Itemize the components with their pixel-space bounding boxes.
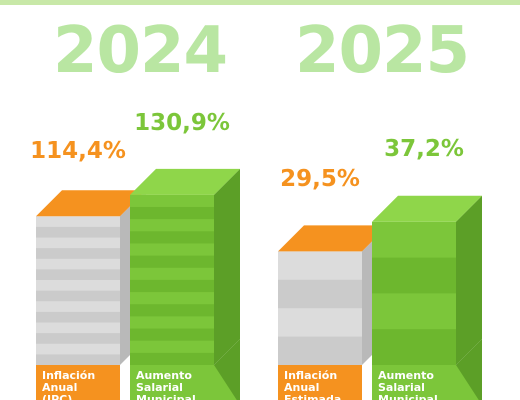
chart1-bar0-category-label: Anual — [284, 381, 319, 394]
chart0-bar0-stripe — [36, 333, 120, 344]
chart1-bar1-value-label: 37,2% — [384, 136, 464, 162]
chart0-bar0-top — [36, 190, 146, 217]
chart1-bar0-category-label: Estimada — [284, 393, 341, 400]
chart0-bar1-category-label: Aumento — [136, 369, 192, 382]
chart1-bar1-top — [372, 195, 482, 222]
chart0-bar0-stripe — [36, 290, 120, 302]
chart1-bar1-category-base-side — [456, 339, 482, 400]
chart0-bar0-category-label: (IPC) — [42, 393, 72, 400]
chart1-bar1-category-label: Salarial — [378, 381, 425, 394]
chart0-bar0-stripe — [36, 269, 120, 281]
chart1-bar0-value-label: 29,5% — [280, 166, 360, 192]
chart1-bar0-stripe — [278, 336, 362, 365]
chart0-bar0-stripe — [36, 354, 120, 365]
year-2024-title: 2024 — [53, 14, 227, 88]
chart0-bar1-stripe — [130, 206, 214, 220]
chart1-bar1-category-label: Municipal — [378, 393, 438, 400]
chart0-bar0-category-label: Anual — [42, 381, 77, 394]
chart0-bar0-stripe — [36, 248, 120, 259]
chart0-bar1-stripe — [130, 352, 214, 365]
year-2025-title: 2025 — [295, 14, 469, 88]
chart0-bar1-category-label: Municipal — [136, 393, 196, 400]
top-divider — [0, 0, 520, 5]
chart0-bar1-top — [130, 168, 240, 195]
chart1-bar1-category-label: Aumento — [378, 369, 434, 382]
chart1-bar1-stripe — [372, 329, 456, 365]
chart0-bar0-value-label: 114,4% — [30, 138, 126, 164]
chart0-bar1-stripe — [130, 231, 214, 244]
chart0-bar1-stripe — [130, 328, 214, 341]
chart0-bar1-stripe — [130, 279, 214, 293]
chart0-bar1-category-base-side — [214, 339, 240, 400]
chart0-bar1-category-label: Salarial — [136, 381, 183, 394]
chart1-bar0-stripe — [278, 279, 362, 309]
chart1-bar0-category-base — [278, 365, 362, 400]
chart1-bar0-category-label: Inflación — [284, 369, 337, 382]
chart0-bar1-side — [214, 168, 240, 365]
bars-group: 114,4%InflaciónAnual(IPC)130,9%AumentoSa… — [30, 110, 482, 400]
chart1-bar0-top — [278, 225, 388, 252]
chart0-bar0-category-base — [36, 365, 120, 400]
chart1-bar1-stripe — [372, 257, 456, 294]
chart0-bar0-stripe — [36, 311, 120, 323]
chart0-bar1-stripe — [130, 255, 214, 268]
chart0-bar1-value-label: 130,9% — [134, 110, 230, 136]
chart0-bar0-category-label: Inflación — [42, 369, 95, 382]
chart0-bar0-stripe — [36, 226, 120, 238]
chart1-bar1-side — [456, 195, 482, 365]
chart0-bar1-stripe — [130, 304, 214, 317]
